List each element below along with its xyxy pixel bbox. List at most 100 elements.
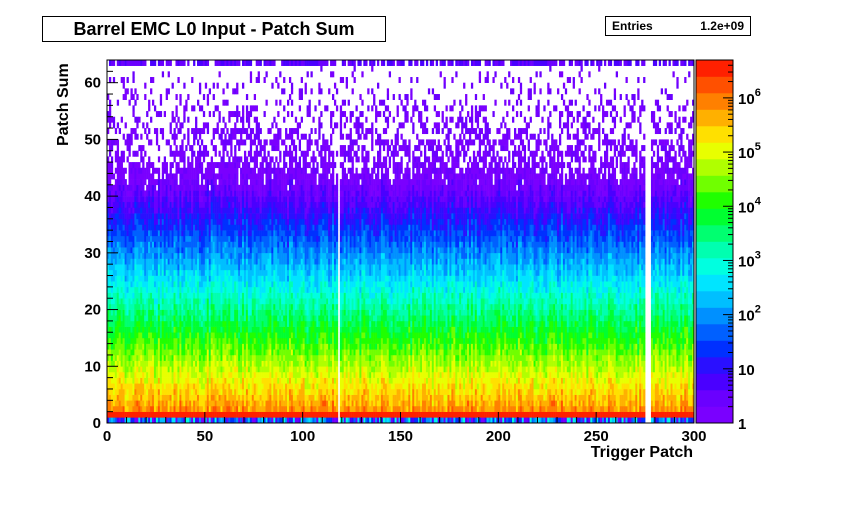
heatmap-cell: [148, 173, 151, 180]
heatmap-cell: [236, 201, 239, 208]
heatmap-cell: [253, 332, 257, 339]
heatmap-cell: [183, 292, 186, 299]
heatmap-cell: [152, 99, 155, 106]
heatmap-cell: [210, 400, 213, 407]
heatmap-cell: [157, 213, 161, 220]
heatmap-cell: [245, 230, 249, 237]
heatmap-cell: [206, 94, 210, 100]
heatmap-cell: [114, 264, 118, 271]
heatmap-cell: [218, 201, 221, 208]
heatmap-cell: [294, 388, 298, 395]
heatmap-cell: [240, 235, 243, 242]
heatmap-cell: [277, 82, 280, 89]
heatmap-cell: [238, 60, 241, 66]
heatmap-cell: [271, 235, 274, 242]
heatmap-cell: [242, 139, 245, 146]
heatmap-cell: [173, 292, 176, 299]
heatmap-cell: [238, 275, 241, 282]
heatmap-cell: [200, 411, 204, 418]
heatmap-cell: [161, 275, 165, 282]
heatmap-cell: [236, 400, 239, 407]
heatmap-cell: [273, 133, 276, 140]
heatmap-cell: [228, 116, 231, 123]
heatmap-cell: [251, 366, 255, 373]
heatmap-cell: [281, 196, 284, 203]
heatmap-cell: [175, 145, 178, 152]
heatmap-cell: [283, 139, 286, 146]
heatmap-cell: [285, 292, 288, 299]
heatmap-cell: [283, 230, 286, 237]
heatmap-cell: [153, 383, 157, 390]
heatmap-cell: [120, 77, 123, 83]
heatmap-cell: [285, 60, 288, 66]
heatmap-cell: [181, 292, 184, 299]
heatmap-cell: [122, 264, 125, 271]
heatmap-cell: [285, 286, 288, 293]
heatmap-cell: [165, 417, 168, 424]
heatmap-cell: [294, 184, 298, 191]
heatmap-cell: [204, 292, 208, 299]
heatmap-cell: [234, 298, 237, 305]
heatmap-cell: [108, 281, 112, 288]
heatmap-cell: [181, 332, 184, 339]
heatmap-cell: [159, 190, 163, 197]
heatmap-cell: [132, 77, 135, 83]
heatmap-cell: [287, 309, 290, 316]
heatmap-cell: [197, 60, 200, 66]
heatmap-cell: [251, 326, 255, 333]
heatmap-cell: [191, 337, 194, 344]
heatmap-cell: [107, 162, 110, 169]
heatmap-cell: [238, 332, 241, 339]
heatmap-cell: [108, 371, 112, 378]
heatmap-cell: [202, 366, 206, 373]
heatmap-cell: [193, 354, 196, 361]
heatmap-cell: [236, 315, 239, 322]
heatmap-cell: [142, 235, 145, 242]
heatmap-cell: [195, 133, 198, 140]
heatmap-cell: [296, 320, 300, 327]
heatmap-cell: [296, 298, 300, 305]
heatmap-cell: [228, 332, 231, 339]
heatmap-cell: [200, 241, 204, 248]
heatmap-cell: [152, 303, 155, 310]
heatmap-cell: [136, 417, 139, 424]
heatmap-cell: [159, 201, 163, 208]
heatmap-cell: [236, 247, 239, 254]
heatmap-cell: [281, 388, 284, 395]
heatmap-cell: [124, 326, 127, 333]
heatmap-cell: [269, 417, 272, 424]
heatmap-cell: [292, 213, 296, 220]
heatmap-cell: [267, 400, 270, 407]
heatmap-cell: [155, 252, 159, 259]
heatmap-cell: [290, 60, 294, 66]
heatmap-cell: [279, 309, 282, 316]
heatmap-cell: [140, 326, 143, 333]
heatmap-cell: [114, 275, 118, 282]
heatmap-cell: [144, 213, 147, 220]
heatmap-cell: [187, 162, 190, 169]
heatmap-cell: [152, 417, 155, 424]
heatmap-cell: [175, 405, 178, 412]
heatmap-cell: [193, 394, 196, 401]
heatmap-cell: [148, 343, 151, 350]
heatmap-cell: [132, 173, 135, 180]
heatmap-cell: [204, 377, 208, 384]
heatmap-cell: [261, 292, 264, 299]
heatmap-cell: [107, 405, 110, 412]
heatmap-cell: [198, 332, 202, 339]
heatmap-cell: [273, 162, 276, 169]
heatmap-cell: [253, 377, 257, 384]
heatmap-cell: [197, 224, 200, 231]
heatmap-cell: [171, 417, 174, 424]
heatmap-cell: [271, 377, 274, 384]
heatmap-cell: [146, 162, 149, 169]
heatmap-cell: [255, 105, 258, 112]
heatmap-cell: [290, 366, 294, 373]
heatmap-cell: [273, 116, 276, 123]
heatmap-cell: [226, 337, 229, 344]
heatmap-cell: [269, 298, 272, 305]
heatmap-cell: [130, 252, 133, 259]
heatmap-cell: [175, 150, 178, 157]
heatmap-cell: [148, 184, 151, 191]
heatmap-cell: [132, 360, 135, 367]
